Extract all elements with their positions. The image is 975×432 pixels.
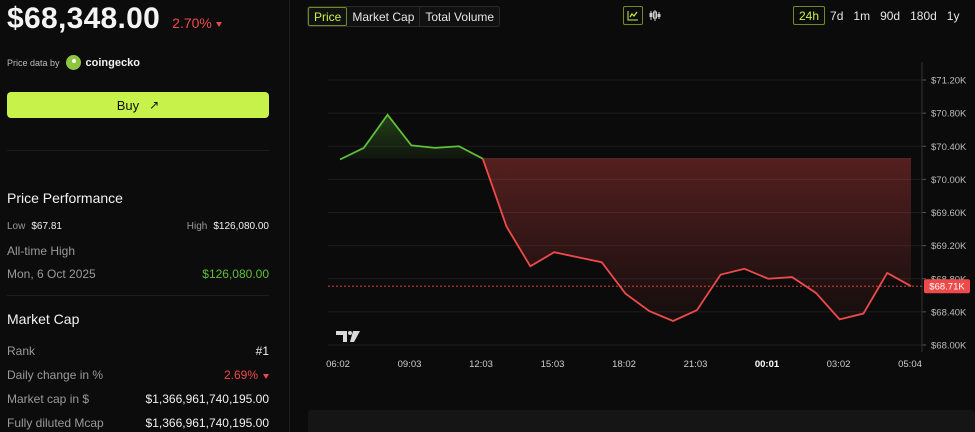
- current-price-marker: $68.71K: [328, 279, 970, 294]
- up-area: [340, 114, 483, 160]
- market-cap-value: $1,366,961,740,195.00: [145, 392, 269, 406]
- tab-total-volume[interactable]: Total Volume: [425, 9, 495, 24]
- current-price-badge: [924, 279, 970, 294]
- x-tick-label: 09:03: [398, 359, 422, 370]
- x-tick-label: 15:03: [541, 359, 565, 370]
- down-area: [482, 158, 911, 321]
- chart-type-toggle: [623, 6, 665, 25]
- range-1y[interactable]: 1y: [946, 8, 960, 23]
- up-series-line: [339, 113, 484, 161]
- candlestick-icon[interactable]: [645, 6, 665, 25]
- tab-price[interactable]: Price: [308, 7, 348, 26]
- range-1m[interactable]: 1m: [853, 8, 871, 23]
- line-chart-icon[interactable]: [623, 6, 643, 25]
- y-tick-label: $70.80K: [931, 109, 967, 120]
- x-tick-label: 18:02: [612, 359, 636, 370]
- current-price: $68,348.00: [7, 2, 161, 35]
- chart-fills: [340, 114, 911, 321]
- down-series-line: [481, 158, 912, 322]
- chart-grid: [328, 79, 922, 346]
- divider: [7, 295, 269, 296]
- market-cap-label: Market cap in $: [7, 392, 90, 406]
- rank-label: Rank: [7, 344, 36, 358]
- price-header: $68,348.00 2.70%: [7, 2, 222, 36]
- range-tabs: 24h 7d 1m 90d 180d 1y: [793, 6, 964, 25]
- ath-date: Mon, 6 Oct 2025: [7, 267, 96, 281]
- fdv-label: Fully diluted Mcap: [7, 416, 104, 430]
- low-high-row: Low $67.81 High $126,080.00: [7, 221, 269, 232]
- y-tick-label: $70.40K: [931, 142, 967, 153]
- daily-change-row: Daily change in % 2.69%: [7, 368, 269, 382]
- tab-market-cap[interactable]: Market Cap: [347, 7, 421, 26]
- chart-lines: [339, 113, 912, 322]
- x-tick-label: 21:03: [684, 359, 708, 370]
- bottom-panel: [308, 410, 975, 432]
- tradingview-logo-icon: [336, 331, 360, 342]
- y-tick-label: $68.80K: [931, 274, 967, 285]
- range-90d[interactable]: 90d: [880, 8, 901, 23]
- range-24h[interactable]: 24h: [793, 6, 826, 25]
- ath-row: All-time High: [7, 244, 269, 258]
- metric-tabs: Price Market Cap Total Volume: [307, 6, 501, 27]
- price-data-source: Price data by coingecko: [7, 55, 140, 70]
- down-triangle-icon: [263, 373, 269, 379]
- buy-button[interactable]: Buy ↗: [7, 92, 269, 118]
- y-tick-label: $68.40K: [931, 307, 967, 318]
- low-value: $67.81: [31, 221, 62, 232]
- arrow-up-right-icon: ↗: [149, 98, 160, 112]
- y-tick-label: $70.00K: [931, 175, 967, 186]
- down-triangle-icon: [215, 21, 222, 27]
- asset-info-panel: $68,348.00 2.70% Price data by coingecko…: [0, 0, 290, 432]
- ath-detail-row: Mon, 6 Oct 2025 $126,080.00: [7, 267, 269, 281]
- fdv-value: $1,366,961,740,195.00: [145, 416, 269, 430]
- y-tick-label: $69.20K: [931, 241, 967, 252]
- daily-change-value: 2.69%: [223, 368, 258, 382]
- market-cap-title: Market Cap: [7, 311, 80, 327]
- ath-value: $126,080.00: [202, 267, 269, 281]
- coingecko-logo-icon: [65, 55, 81, 70]
- x-tick-label: 00:01: [755, 359, 780, 370]
- y-axis: $71.20K $70.80K $70.40K $70.00K $69.60K $69.2…: [921, 62, 967, 352]
- price-performance-title: Price Performance: [7, 190, 123, 206]
- daily-change-label: Daily change in %: [7, 368, 104, 382]
- low-label: Low: [7, 221, 26, 232]
- range-7d[interactable]: 7d: [830, 8, 844, 23]
- x-tick-label: 03:02: [827, 359, 851, 370]
- y-tick-label: $68.00K: [931, 341, 967, 352]
- rank-row: Rank #1: [7, 344, 269, 358]
- price-data-label: Price data by: [7, 57, 60, 68]
- range-180d[interactable]: 180d: [910, 8, 937, 23]
- market-cap-row: Market cap in $ $1,366,961,740,195.00: [7, 392, 269, 406]
- ath-label: All-time High: [7, 244, 76, 258]
- buy-button-label: Buy: [116, 97, 140, 113]
- x-tick-label: 06:02: [326, 359, 350, 370]
- current-price-label: $68.71K: [929, 282, 965, 293]
- high-value: $126,080.00: [213, 221, 269, 232]
- x-tick-label: 05:04: [898, 359, 922, 370]
- x-tick-label: 12:03: [469, 359, 493, 370]
- price-data-source-name[interactable]: coingecko: [85, 56, 140, 69]
- fdv-row: Fully diluted Mcap $1,366,961,740,195.00: [7, 416, 269, 430]
- price-change: 2.70%: [172, 15, 222, 31]
- divider: [7, 150, 269, 151]
- rank-value: #1: [255, 344, 269, 358]
- daily-change: 2.69%: [224, 368, 269, 382]
- price-change-value: 2.70%: [172, 15, 212, 31]
- x-axis: 06:02 09:03 12:03 15:03 18:02 21:03 00:01 03:02…: [326, 359, 922, 370]
- y-tick-label: $71.20K: [931, 76, 967, 87]
- high-label: High: [186, 221, 208, 232]
- y-tick-label: $69.60K: [931, 208, 967, 219]
